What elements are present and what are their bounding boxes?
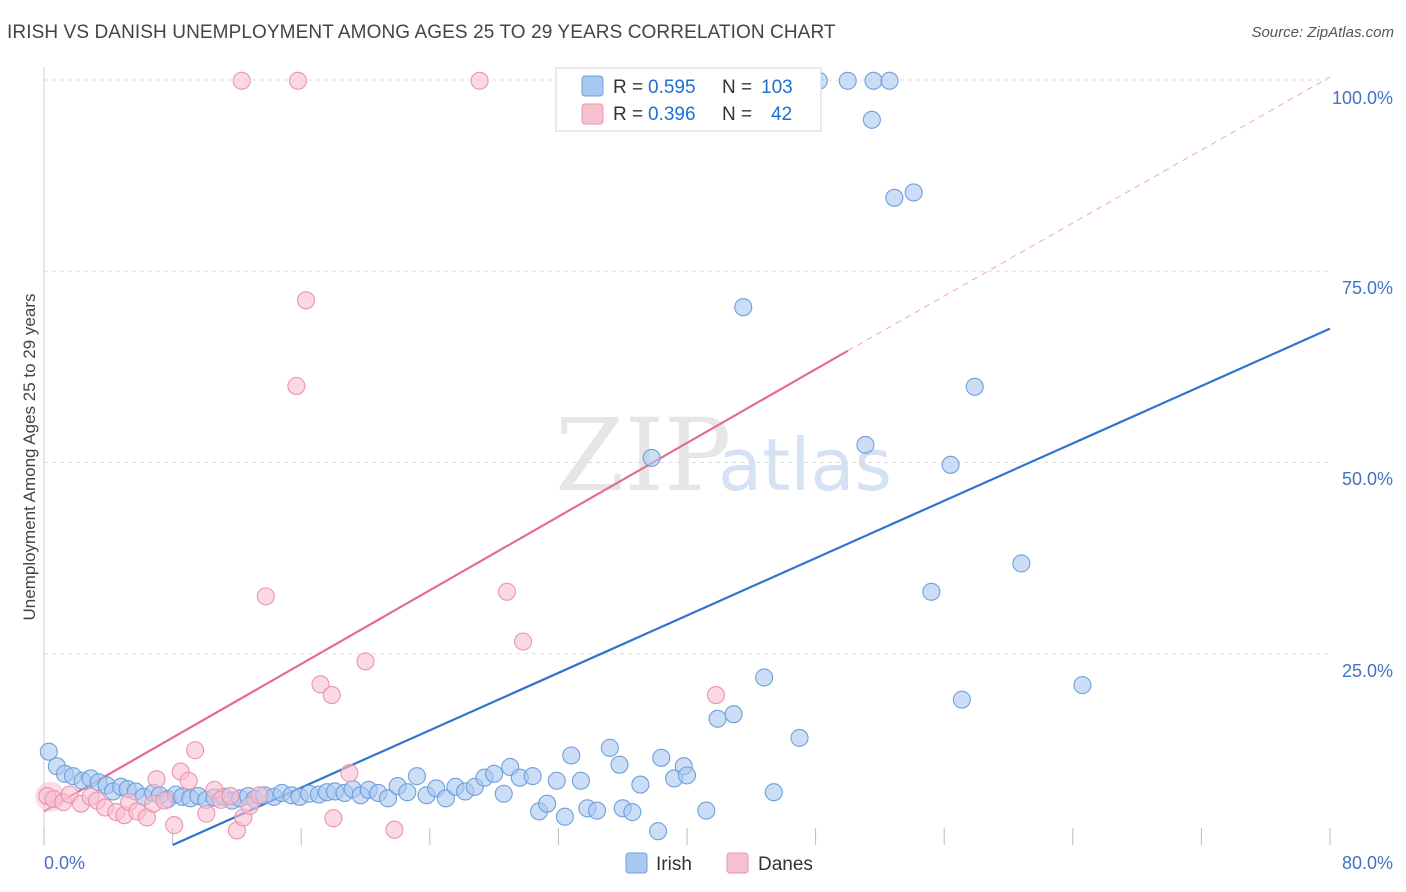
legend-danes-n-label: N =	[722, 104, 752, 125]
point-irish	[485, 764, 504, 783]
point-irish	[494, 784, 513, 803]
point-irish	[838, 71, 857, 90]
data-points	[35, 71, 1092, 841]
point-irish	[610, 755, 629, 774]
point-irish	[652, 748, 671, 767]
legend-bottom-danes-label: Danes	[758, 854, 813, 875]
point-irish	[755, 668, 774, 687]
point-danes	[147, 770, 166, 789]
point-irish	[407, 767, 426, 786]
trend-line-danes	[43, 349, 849, 813]
legend-danes-r-value: 0.396	[648, 104, 696, 125]
point-danes	[232, 71, 251, 90]
point-danes	[296, 291, 316, 310]
point-irish	[790, 728, 809, 747]
point-danes	[322, 686, 341, 705]
point-irish	[649, 822, 668, 841]
point-danes	[311, 675, 330, 694]
point-danes	[470, 71, 489, 90]
point-irish	[734, 298, 753, 317]
point-danes	[513, 632, 533, 651]
point-irish	[885, 188, 904, 207]
point-danes	[287, 376, 306, 396]
point-irish	[880, 71, 899, 90]
legend-irish-n-value: 103	[761, 77, 793, 98]
point-irish	[904, 183, 923, 202]
point-danes	[250, 786, 269, 805]
point-danes	[497, 582, 517, 601]
point-irish	[941, 455, 960, 474]
legend-danes-r-label: R =	[613, 104, 643, 125]
point-danes	[356, 652, 375, 671]
point-irish	[571, 771, 590, 790]
point-irish	[631, 775, 650, 794]
legend-bottom-danes-swatch	[726, 852, 749, 874]
point-danes	[340, 764, 359, 783]
legend-bottom-irish-swatch	[625, 852, 648, 874]
point-danes	[197, 804, 216, 823]
y-axis-label: Unemployment Among Ages 25 to 29 years	[20, 294, 39, 621]
legend-series: Irish Danes	[625, 852, 813, 875]
source-label: Source: ZipAtlas.com	[1251, 24, 1394, 41]
legend-bottom-irish-label: Irish	[656, 854, 692, 875]
point-danes	[385, 820, 404, 839]
point-irish	[642, 448, 661, 467]
trend-extension-danes	[847, 76, 1331, 352]
point-danes	[256, 587, 275, 606]
point-irish	[864, 71, 883, 90]
point-irish	[587, 801, 607, 820]
point-danes	[324, 809, 343, 828]
point-irish	[862, 110, 881, 129]
point-irish	[856, 435, 875, 454]
y-tick-label-100: 100.0%	[1332, 88, 1393, 108]
point-irish	[378, 789, 398, 808]
point-irish	[1012, 554, 1031, 573]
trend-line-irish	[172, 327, 1331, 847]
point-danes	[165, 816, 184, 835]
point-irish	[922, 582, 941, 601]
legend-irish-r-label: R =	[613, 77, 643, 98]
point-irish	[398, 783, 417, 802]
legend-irish-swatch	[581, 75, 604, 97]
x-tick-label-max: 80.0%	[1342, 853, 1393, 873]
point-irish	[965, 377, 984, 396]
legend-danes-n-value: 42	[771, 104, 792, 125]
legend-danes-swatch	[581, 103, 604, 125]
legend-stats: R = 0.595 N = 103 R = 0.396 N = 42	[555, 67, 822, 132]
point-irish	[39, 742, 58, 761]
x-tick-label-min: 0.0%	[44, 853, 85, 873]
point-irish	[562, 746, 581, 765]
gridlines	[44, 79, 1330, 655]
point-irish	[724, 705, 743, 724]
point-irish	[555, 807, 574, 826]
point-irish	[538, 794, 557, 813]
point-irish	[764, 783, 783, 802]
chart-title: IRISH VS DANISH UNEMPLOYMENT AMONG AGES …	[7, 22, 836, 43]
point-irish	[697, 801, 716, 820]
point-irish	[952, 690, 971, 709]
legend-irish-r-value: 0.595	[648, 77, 696, 98]
y-tick-label-50: 50.0%	[1342, 469, 1393, 489]
point-danes	[288, 71, 308, 90]
point-danes	[155, 791, 174, 810]
point-danes	[221, 786, 240, 806]
trend-lines	[43, 76, 1331, 847]
point-irish	[677, 766, 697, 785]
point-danes	[179, 771, 198, 790]
point-irish	[623, 803, 642, 822]
point-danes	[706, 686, 725, 705]
y-tick-label-75: 75.0%	[1342, 278, 1393, 298]
legend-irish-n-label: N =	[722, 77, 752, 98]
watermark-atlas: atlas	[718, 423, 892, 507]
y-tick-label-25: 25.0%	[1342, 661, 1393, 681]
point-danes	[186, 741, 205, 760]
point-irish	[708, 709, 727, 728]
point-irish	[600, 738, 619, 757]
point-irish	[547, 771, 566, 790]
point-irish	[1073, 676, 1092, 695]
axes	[43, 67, 1331, 845]
point-irish	[523, 767, 542, 786]
